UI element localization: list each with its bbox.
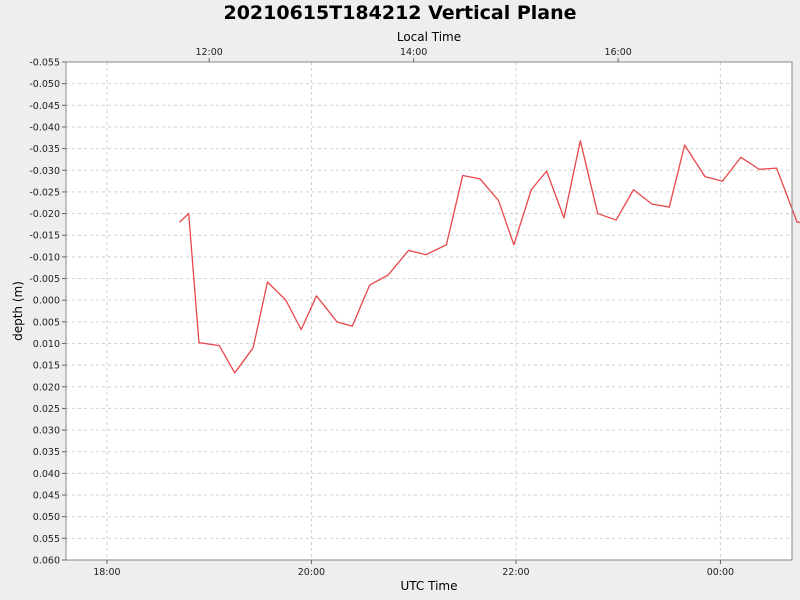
x-axis: 18:0020:0022:0000:0002:0004:0006:0008:00…: [93, 560, 734, 578]
y-tick-label: -0.030: [29, 166, 60, 177]
x-tick-label: 00:00: [707, 567, 734, 578]
y-tick-label: 0.000: [33, 296, 60, 307]
x-tick-label: 22:00: [502, 567, 529, 578]
x2-axis-title: Local Time: [397, 30, 461, 44]
y-tick-label: 0.025: [33, 404, 60, 415]
x-tick-label: 20:00: [298, 567, 325, 578]
y-axis: -0.055 -0.050 -0.045 -0.040 -0.035 -0.030 -0.0…: [29, 58, 66, 567]
plot-frame: [65, 61, 793, 561]
y-tick-label: -0.045: [29, 101, 60, 112]
x-axis-title: UTC Time: [401, 579, 458, 593]
y-tick-label: -0.050: [29, 79, 60, 90]
y-tick-label: -0.005: [29, 274, 60, 285]
y-tick-label: -0.025: [29, 187, 60, 198]
y-tick-label: 0.045: [33, 491, 60, 502]
y-tick-label: -0.015: [29, 231, 60, 242]
y-tick-label: 0.055: [33, 534, 60, 545]
y-tick-label: -0.010: [29, 252, 60, 263]
y-axis-title: depth (m): [11, 281, 25, 341]
series-line: [179, 140, 800, 374]
y-tick-label: -0.035: [29, 144, 60, 155]
y-tick-label: 0.020: [33, 382, 60, 393]
x2-tick-label: 14:00: [400, 47, 427, 58]
y-tick-label: 0.040: [33, 469, 60, 480]
x2-tick-label: 16:00: [604, 47, 631, 58]
y-tick-label: -0.055: [29, 58, 60, 69]
y-tick-label: 0.060: [33, 556, 60, 567]
x2-tick-label: 12:00: [195, 47, 222, 58]
y-tick-label: 0.005: [33, 317, 60, 328]
plot-background: [66, 62, 792, 560]
y-tick-label: 0.030: [33, 426, 60, 437]
x-tick-label: 18:00: [93, 567, 120, 578]
grid: [66, 61, 792, 561]
y-tick-label: -0.040: [29, 122, 60, 133]
y-tick-label: 0.050: [33, 512, 60, 523]
chart-title: 20210615T184212 Vertical Plane: [223, 2, 576, 24]
data-layer: [179, 140, 800, 374]
y-tick-label: 0.010: [33, 339, 60, 350]
y-tick-label: 0.035: [33, 447, 60, 458]
y-tick-label: -0.020: [29, 209, 60, 220]
y-tick-label: 0.015: [33, 361, 60, 372]
x2-axis: 12:0014:0016:0018:0020:0022:0000:0002:00…: [195, 47, 632, 62]
